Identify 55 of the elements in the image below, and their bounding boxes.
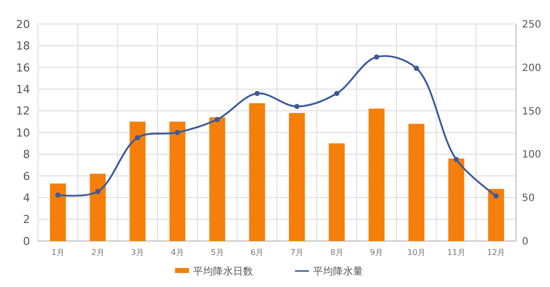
x-tick-label: 12月	[486, 248, 506, 257]
x-tick-label: 8月	[330, 248, 344, 257]
legend-label: 平均降水日数	[193, 266, 253, 278]
y2-tick-label: 50	[522, 193, 535, 204]
y-tick-label: 0	[23, 234, 30, 248]
bar	[50, 183, 66, 241]
y2-tick-label: 0	[522, 236, 528, 248]
x-tick-label: 7月	[290, 248, 304, 257]
y-tick-label: 10	[16, 126, 30, 140]
y2-tick-label: 150	[522, 106, 542, 118]
bar	[209, 117, 226, 241]
bar	[328, 143, 345, 241]
y2-tick-label: 200	[522, 62, 542, 74]
x-tick-label: 6月	[250, 248, 264, 257]
point	[334, 90, 340, 96]
x-tick-label: 5月	[210, 248, 224, 257]
point	[134, 135, 140, 140]
y2-tick-label: 100	[522, 150, 542, 161]
y-tick-label: 14	[16, 82, 30, 96]
bar	[488, 188, 504, 241]
point	[493, 193, 499, 198]
bar	[249, 103, 266, 241]
point	[374, 54, 380, 60]
y-tick-label: 16	[16, 61, 30, 74]
point	[174, 130, 180, 136]
x-tick-label: 9月	[370, 248, 384, 257]
x-tick-label: 10月	[407, 248, 426, 257]
point	[294, 104, 300, 110]
x-tick-label: 11月	[447, 248, 466, 257]
x-tick-label: 2月	[91, 248, 104, 257]
bar	[288, 112, 305, 241]
point	[214, 116, 220, 122]
x-tick-label: 4月	[170, 248, 184, 257]
y-tick-label: 6	[23, 170, 30, 183]
bar	[169, 122, 186, 241]
x-tick-label: 3月	[131, 248, 144, 257]
y-tick-label: 8	[23, 148, 30, 162]
bar	[90, 174, 106, 241]
point	[414, 66, 420, 71]
y-tick-label: 20	[16, 18, 30, 31]
bar	[448, 158, 464, 241]
point	[55, 192, 61, 198]
point	[254, 90, 260, 96]
legend-label: 平均降水量	[313, 266, 363, 278]
y-tick-label: 18	[16, 40, 30, 53]
x-tick-label: 1月	[51, 248, 64, 257]
bar	[408, 124, 424, 241]
y-tick-label: 12	[16, 104, 30, 118]
point	[95, 188, 100, 194]
y2-tick-label: 250	[522, 20, 542, 30]
bar	[368, 108, 385, 241]
y-tick-label: 4	[23, 191, 30, 204]
point	[454, 156, 459, 162]
bar	[130, 122, 146, 241]
y-tick-label: 2	[23, 213, 30, 226]
